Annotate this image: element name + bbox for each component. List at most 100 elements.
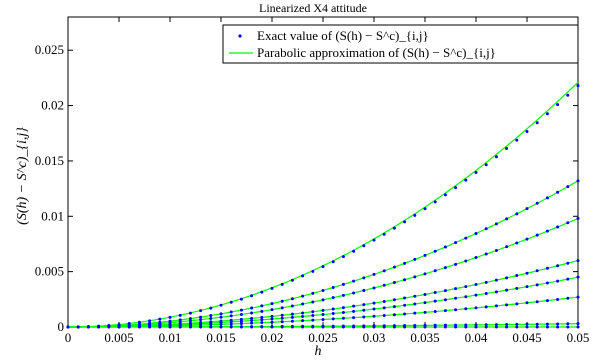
series-2-exact-point xyxy=(576,217,580,220)
series-3-exact-point xyxy=(494,278,498,282)
series-7-exact-point xyxy=(158,325,162,329)
y-axis-label: (S(h) − S^c)_{i,j} xyxy=(15,127,30,225)
series-3-exact-point xyxy=(433,291,437,295)
series-7-exact-point xyxy=(137,325,141,329)
series-1-exact-point xyxy=(403,261,407,265)
series-0-exact-point xyxy=(556,103,560,107)
series-1-exact-point xyxy=(494,222,498,226)
series-7-exact-point xyxy=(362,325,366,329)
series-1-exact-point xyxy=(260,304,264,308)
series-4-exact-point xyxy=(382,306,386,310)
series-4-exact-point xyxy=(454,296,458,300)
series-2-exact-point xyxy=(515,241,519,245)
series-4-exact-point xyxy=(341,310,345,314)
x-tick-label: 0.015 xyxy=(206,330,235,345)
series-6-exact-point xyxy=(505,323,509,327)
series-2-exact-point xyxy=(229,314,233,318)
series-0-exact-point xyxy=(464,178,468,182)
series-5-exact-point xyxy=(239,322,243,326)
series-7-exact-point xyxy=(229,325,233,329)
series-5-exact-point xyxy=(260,321,264,325)
series-0-exact-point xyxy=(239,297,243,301)
series-0-exact-point xyxy=(178,313,182,317)
series-0-exact-point xyxy=(392,226,396,230)
series-4-exact-point xyxy=(515,286,519,290)
series-0-exact-point xyxy=(148,319,152,323)
series-7-exact-point xyxy=(535,325,539,329)
series-1-exact-point xyxy=(556,190,560,194)
series-0-exact-point xyxy=(566,93,570,97)
series-2-exact-point xyxy=(290,304,294,308)
series-3-exact-point xyxy=(515,274,519,278)
series-4-exact-point xyxy=(301,314,305,318)
series-5-exact-point xyxy=(494,304,498,308)
series-1-exact-point xyxy=(352,279,356,283)
series-5-exact-point xyxy=(535,300,539,304)
series-4-exact-point xyxy=(545,281,549,285)
series-0-exact-point xyxy=(199,309,203,313)
series-4-exact-point xyxy=(352,309,356,313)
series-3-exact-point xyxy=(392,298,396,302)
series-5-exact-point xyxy=(525,301,529,305)
series-0-exact-point xyxy=(362,244,366,248)
series-0-exact-point xyxy=(219,303,223,307)
series-4-exact-point xyxy=(331,312,335,316)
series-7-exact-point xyxy=(392,325,396,329)
series-6-exact-point xyxy=(515,322,519,326)
series-3-exact-point xyxy=(454,287,458,291)
series-2-exact-point xyxy=(545,229,549,233)
series-1-exact-point xyxy=(341,282,345,286)
series-0-exact-point xyxy=(403,220,407,224)
series-1-exact-point xyxy=(484,227,488,231)
series-5-exact-point xyxy=(464,307,468,311)
x-tick-label: 0.04 xyxy=(465,330,488,345)
series-4-exact-point xyxy=(280,316,284,320)
x-tick-label: 0.03 xyxy=(363,330,386,345)
series-4-exact-point xyxy=(403,303,407,307)
x-axis-label: h xyxy=(315,344,322,359)
series-0-exact-point xyxy=(443,193,447,197)
series-4-exact-point xyxy=(250,319,254,323)
series-2-exact-point xyxy=(382,283,386,287)
series-2-exact-point xyxy=(250,311,254,315)
series-6-exact-point xyxy=(576,322,580,326)
series-7-exact-point xyxy=(86,325,90,329)
series-7-exact-point xyxy=(76,325,80,329)
series-5-exact-point xyxy=(321,318,325,322)
series-1-exact-point xyxy=(413,257,417,261)
series-2-exact-point xyxy=(321,298,325,302)
x-tick-label: 0.01 xyxy=(159,330,182,345)
series-2-exact-point xyxy=(301,302,305,306)
series-3-exact-point xyxy=(464,285,468,289)
x-tick-label: 0.035 xyxy=(410,330,439,345)
series-3-exact-point xyxy=(535,269,539,273)
series-1-exact-point xyxy=(464,236,468,240)
series-3-exact-point xyxy=(382,299,386,303)
series-7-exact-point xyxy=(250,325,254,329)
series-7-exact-point xyxy=(301,325,305,329)
y-tick-label: 0.005 xyxy=(35,264,64,279)
series-2-exact-point xyxy=(464,259,468,263)
series-7-exact-point xyxy=(474,325,478,329)
series-0-exact-point xyxy=(290,278,294,282)
series-2-exact-point xyxy=(280,306,284,310)
series-2-exact-point xyxy=(505,245,509,249)
series-1-exact-point xyxy=(505,217,509,221)
series-7-exact-point xyxy=(556,325,560,329)
series-4-exact-point xyxy=(484,292,488,295)
series-3-exact-point xyxy=(362,303,366,307)
series-3-exact-point xyxy=(423,292,427,296)
series-7-exact-point xyxy=(545,325,549,329)
series-4-exact-point xyxy=(566,277,570,281)
series-4-exact-point xyxy=(413,302,417,306)
series-3-exact-point xyxy=(352,304,356,308)
legend-label-approx: Parabolic approximation of (S(h) − S^c)_… xyxy=(257,45,496,60)
series-0-exact-point xyxy=(270,286,274,290)
series-4-exact-point xyxy=(576,275,580,279)
series-7-exact-point xyxy=(413,325,417,329)
series-1-exact-point xyxy=(382,269,386,273)
series-3-exact-point xyxy=(250,316,254,320)
series-6-exact-point xyxy=(556,322,560,326)
series-5-exact-point xyxy=(433,310,437,313)
series-5-exact-point xyxy=(474,306,478,310)
